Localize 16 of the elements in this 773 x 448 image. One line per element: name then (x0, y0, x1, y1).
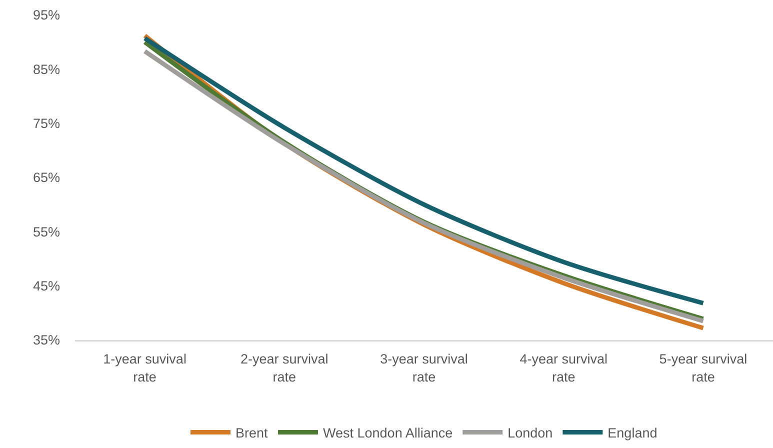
legend-label: Brent (236, 426, 268, 441)
y-tick-label: 75% (32, 116, 60, 132)
legend-label: England (608, 426, 658, 441)
x-tick-label: 2-year survival rate (240, 352, 328, 384)
x-tick-label: 3-year survival rate (380, 352, 468, 384)
x-tick-label: 1-year suvival rate (103, 352, 186, 384)
y-tick-label: 95% (32, 8, 60, 23)
y-tick-label: 55% (32, 224, 60, 240)
y-tick-label: 35% (32, 332, 60, 348)
legend-label: London (508, 426, 553, 441)
x-tick-label: 4-year survival rate (520, 352, 608, 384)
x-tick-label: 5-year survival rate (659, 352, 748, 384)
legend-label: West London Alliance (323, 426, 453, 441)
y-tick-label: 65% (32, 170, 60, 186)
y-tick-label: 45% (32, 278, 60, 294)
y-tick-label: 85% (32, 62, 60, 77)
